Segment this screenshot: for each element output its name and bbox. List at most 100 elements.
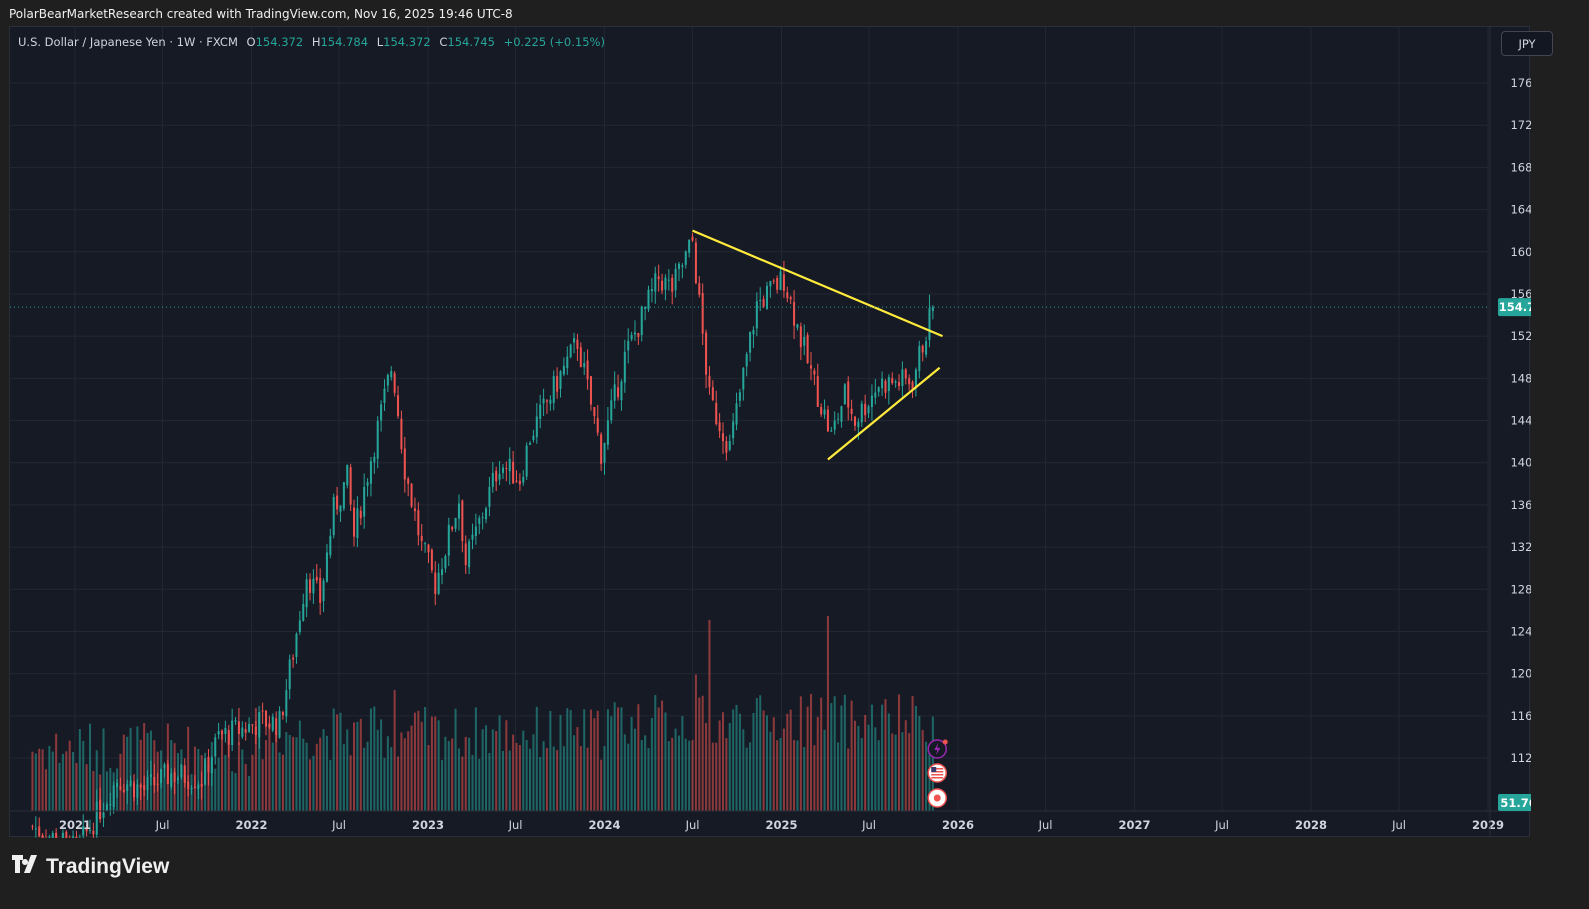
volume-bar <box>85 764 88 811</box>
candle <box>610 388 613 424</box>
candle-body <box>176 777 180 780</box>
candle <box>525 442 528 480</box>
candle <box>529 441 532 446</box>
candle-body <box>312 578 315 594</box>
candle-body <box>803 337 806 346</box>
candle <box>261 702 264 725</box>
candle <box>166 759 169 785</box>
candle-body <box>441 569 444 576</box>
volume-bar <box>143 723 146 811</box>
candle <box>160 768 163 789</box>
x-tick-label: 2022 <box>235 818 267 832</box>
candle-body <box>491 472 494 487</box>
candle <box>437 563 440 596</box>
candle <box>556 367 559 399</box>
candle <box>441 557 444 585</box>
candle-body <box>677 263 680 269</box>
volume-bar <box>417 710 420 811</box>
us-flag-icon-stripe <box>931 771 944 773</box>
candle-body <box>264 710 268 727</box>
tradingview-logo[interactable]: TradingView <box>12 855 169 879</box>
candle-body <box>501 467 504 473</box>
volume-bar <box>420 721 423 811</box>
candle <box>921 344 924 362</box>
volume-bar <box>82 740 85 811</box>
candle <box>830 426 833 432</box>
candle <box>332 493 335 539</box>
candle-body <box>820 407 823 415</box>
volume-bar <box>556 750 559 811</box>
symbol-title[interactable]: U.S. Dollar / Japanese Yen · 1W · FXCM <box>18 35 238 49</box>
candle <box>803 324 806 356</box>
volume-bar <box>251 754 254 811</box>
volume-bar <box>217 757 220 811</box>
candle-body <box>204 758 207 785</box>
candle <box>613 371 616 409</box>
volume-bar <box>444 736 447 811</box>
candle-body <box>705 332 708 375</box>
x-tick-label: Jul <box>155 818 170 832</box>
candle <box>789 295 792 305</box>
candle-body <box>630 334 633 340</box>
volume-bar <box>840 705 843 811</box>
volume-bar <box>931 716 934 811</box>
candle-body <box>146 777 149 791</box>
candle <box>224 720 227 743</box>
candle <box>481 512 484 530</box>
candle-body <box>376 420 379 459</box>
volume-bar <box>329 760 332 811</box>
candle-body <box>809 365 813 369</box>
candle <box>640 305 643 342</box>
volume-bar <box>633 728 636 811</box>
volume-bar <box>786 713 789 811</box>
candle <box>542 388 545 417</box>
candle <box>908 374 911 391</box>
volume-bar <box>512 734 515 811</box>
candle <box>281 710 284 720</box>
volume-bar <box>908 733 911 811</box>
candle-body <box>529 442 532 445</box>
candle <box>217 722 220 740</box>
candle <box>545 399 548 414</box>
volume-bar <box>894 734 897 811</box>
candle <box>539 394 542 429</box>
chart-canvas[interactable]: 112.000 116.000 120.000 124.000 128.000 132.0… <box>10 27 1531 838</box>
candle <box>248 717 251 734</box>
candle-body <box>701 293 704 334</box>
candle-body <box>444 555 447 569</box>
candle <box>772 278 775 285</box>
currency-button[interactable]: JPY <box>1501 31 1553 56</box>
candle-body <box>532 435 535 441</box>
candle <box>153 763 156 793</box>
volume-bar <box>525 739 528 811</box>
candle-body <box>75 836 78 838</box>
us-flag-icon-stripe <box>931 768 944 770</box>
candle-body <box>410 483 413 507</box>
candle-body <box>891 377 894 384</box>
candle-body <box>298 620 301 633</box>
candle-body <box>237 721 240 734</box>
volume-bar <box>579 746 582 811</box>
candle <box>112 781 115 814</box>
volume-bar <box>627 743 630 811</box>
tradingview-wordmark: TradingView <box>46 855 170 878</box>
candle-body <box>261 710 264 712</box>
candle <box>278 706 281 739</box>
volume-bar <box>461 756 464 811</box>
candle-body <box>840 406 843 422</box>
y-tick-label: 176.000 <box>1510 76 1531 90</box>
candle-body <box>193 786 196 789</box>
candle <box>647 285 650 313</box>
chart-frame[interactable]: 112.000 116.000 120.000 124.000 128.000 132.0… <box>9 26 1531 838</box>
candle <box>427 543 430 564</box>
candle-body <box>559 371 562 389</box>
candle-body <box>870 395 873 408</box>
candle <box>813 368 816 386</box>
volume-bar <box>359 718 362 811</box>
candle-body <box>688 239 691 253</box>
candle-body <box>562 365 565 375</box>
candle-body <box>315 576 318 581</box>
volume-bar <box>715 742 718 811</box>
candle <box>914 367 917 397</box>
candle-body <box>217 731 220 735</box>
